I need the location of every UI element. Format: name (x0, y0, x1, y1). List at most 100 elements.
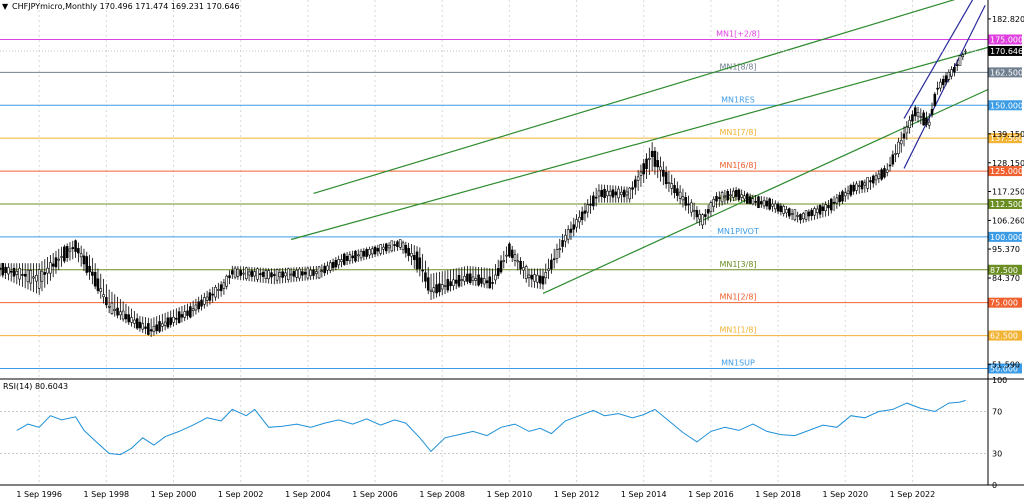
candle-body (259, 273, 262, 276)
candle-body (292, 271, 296, 277)
candle-body (214, 286, 217, 298)
candle-body (247, 271, 251, 276)
candle-body (813, 208, 816, 216)
candle-body (905, 126, 909, 134)
candle-body (592, 195, 595, 207)
candle-body (393, 244, 396, 246)
candle-body (648, 158, 651, 160)
candle-body (77, 248, 80, 254)
price-tick-label: 182.820 (992, 15, 1024, 24)
candle-body (203, 297, 206, 305)
candle-body (7, 267, 10, 275)
vertical-grid (38, 0, 913, 485)
x-tick-label: 1 Sep 2000 (151, 490, 197, 499)
candle-body (446, 279, 450, 291)
murrey-price-tag (988, 133, 1022, 144)
candle-body (1, 263, 5, 276)
candle-body (141, 323, 145, 330)
candle-body (222, 282, 226, 289)
candle-body (785, 209, 788, 214)
candle-body (191, 308, 195, 311)
candle-body (620, 191, 623, 195)
candle-body (175, 317, 178, 320)
x-tick-label: 1 Sep 1996 (16, 490, 62, 499)
candle-body (614, 191, 618, 196)
candle-body (536, 274, 539, 283)
candle-body (200, 299, 203, 307)
murrey-price-tag (988, 231, 1022, 242)
murrey-price-tag-text: 162.500 (990, 68, 1023, 77)
chart-header: CHFJPYmicro,Monthly 170.496 171.474 169.… (12, 2, 240, 11)
candle-body (443, 285, 447, 287)
candle-body (194, 304, 198, 311)
murrey-price-tag-text: 150.000 (990, 101, 1023, 110)
candle-body (295, 269, 298, 278)
candle-body (312, 269, 315, 276)
candle-body (242, 272, 245, 275)
candle-body (418, 257, 422, 269)
price-tick-label: 117.250 (992, 187, 1024, 196)
candle-body (925, 117, 928, 125)
candle-body (726, 191, 729, 201)
candle-body (790, 213, 794, 215)
candle-body (933, 93, 937, 107)
candle-body (253, 271, 256, 277)
candle-body (466, 273, 469, 282)
candle-body (43, 272, 47, 275)
candle-body (594, 196, 598, 199)
candlestick-series (0, 48, 988, 337)
candle-body (401, 242, 405, 250)
candle-body (877, 173, 881, 179)
candle-body (382, 246, 385, 250)
candle-body (264, 270, 268, 279)
candle-body (894, 153, 897, 155)
candle-body (597, 190, 601, 197)
candle-body (891, 154, 895, 165)
candle-body (177, 311, 181, 323)
candle-body (564, 234, 567, 242)
current-price-tag (988, 45, 1022, 56)
candle-body (314, 271, 318, 274)
channel-line (903, 4, 986, 169)
candle-body (821, 206, 825, 211)
candle-body (440, 284, 444, 290)
candle-body (491, 282, 494, 284)
murrey-price-tag (988, 264, 1022, 275)
candle-body (958, 55, 962, 66)
candle-body (79, 253, 83, 258)
candle-body (477, 274, 480, 286)
x-tick-label: 1 Sep 2020 (822, 490, 868, 499)
price-tick-label: 84.370 (992, 274, 1020, 283)
candle-body (704, 214, 707, 217)
candle-body (284, 272, 287, 277)
candle-body (835, 197, 839, 204)
candle-body (158, 321, 161, 332)
candle-body (457, 274, 461, 287)
candle-body (936, 87, 939, 90)
candle-body (670, 183, 674, 189)
collapse-arrow-icon[interactable]: ▼ (2, 2, 9, 11)
candle-body (390, 240, 394, 252)
candle-body (740, 194, 743, 198)
candle-body (217, 289, 220, 291)
candle-body (748, 196, 752, 204)
candle-body (166, 317, 170, 328)
rsi-tick-label: 100 (992, 376, 1007, 385)
candle-body (74, 240, 77, 252)
candle-body (706, 209, 710, 214)
candle-body (471, 276, 475, 282)
price-tick-label: 139.150 (992, 130, 1024, 139)
candle-body (23, 273, 27, 277)
murrey-level-label: MN1[+2/8] (716, 29, 760, 38)
candle-body (676, 188, 679, 196)
candle-body (499, 260, 503, 273)
candle-body (919, 116, 923, 118)
x-tick-label: 1 Sep 2022 (890, 490, 936, 499)
candle-body (119, 311, 122, 316)
candle-body (351, 255, 354, 259)
candle-body (734, 190, 738, 197)
candle-body (622, 189, 626, 198)
candle-body (29, 270, 33, 284)
candle-body (927, 121, 931, 126)
candle-body (281, 271, 284, 278)
